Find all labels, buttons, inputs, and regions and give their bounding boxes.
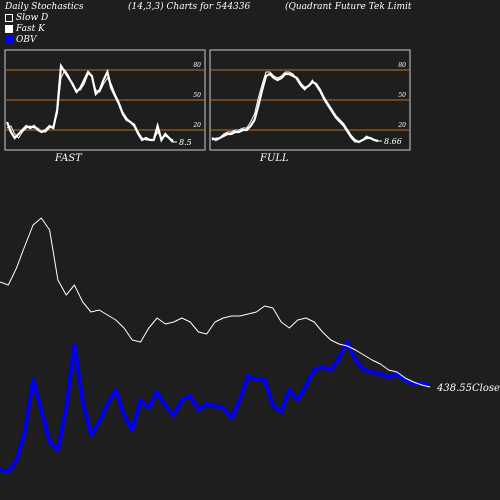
fast-panel: 20 50 80 8.5	[4, 49, 206, 151]
fast-panel-label: FAST	[55, 153, 82, 164]
full-ytick-80: 80	[398, 62, 406, 69]
full-panel-label: FULL	[260, 153, 289, 164]
full-ytick-20: 20	[397, 122, 406, 129]
fast-series-0	[5, 62, 174, 143]
full-series-1	[211, 71, 379, 143]
chart-params: (14,3,3) Charts for 544336	[128, 2, 251, 12]
legend-item-fast-k: Fast K	[5, 24, 45, 34]
full-last-value: 8.66	[384, 137, 402, 146]
full-series-0	[211, 72, 379, 144]
price-line	[0, 217, 431, 388]
fast-last-value: 8.5	[179, 138, 192, 147]
slow-d-swatch	[5, 14, 13, 22]
legend-label-slow-d: Slow D	[16, 13, 49, 23]
fast-ytick-20: 20	[192, 122, 201, 129]
fast-ytick-80: 80	[193, 62, 201, 69]
fast-series-1	[6, 68, 174, 141]
legend-label-fast-k: Fast K	[16, 24, 45, 34]
obv-line	[0, 340, 431, 474]
close-label: 438.55Close	[436, 383, 500, 394]
fast-ytick-50: 50	[193, 92, 201, 99]
fast-k-swatch	[5, 25, 13, 33]
obv-swatch	[5, 36, 13, 44]
legend-item-slow-d: Slow D	[5, 13, 48, 23]
full-panel: 20 50 80 8.66	[209, 49, 411, 151]
legend-item-obv: OBV	[5, 35, 37, 45]
price-obv-panel: 438.55Close	[0, 217, 500, 474]
company-name: (Quadrant Future Tek Limit	[285, 2, 412, 12]
chart-title: Daily Stochastics	[5, 2, 84, 12]
legend-label-obv: OBV	[16, 35, 37, 45]
full-ytick-50: 50	[398, 92, 406, 99]
